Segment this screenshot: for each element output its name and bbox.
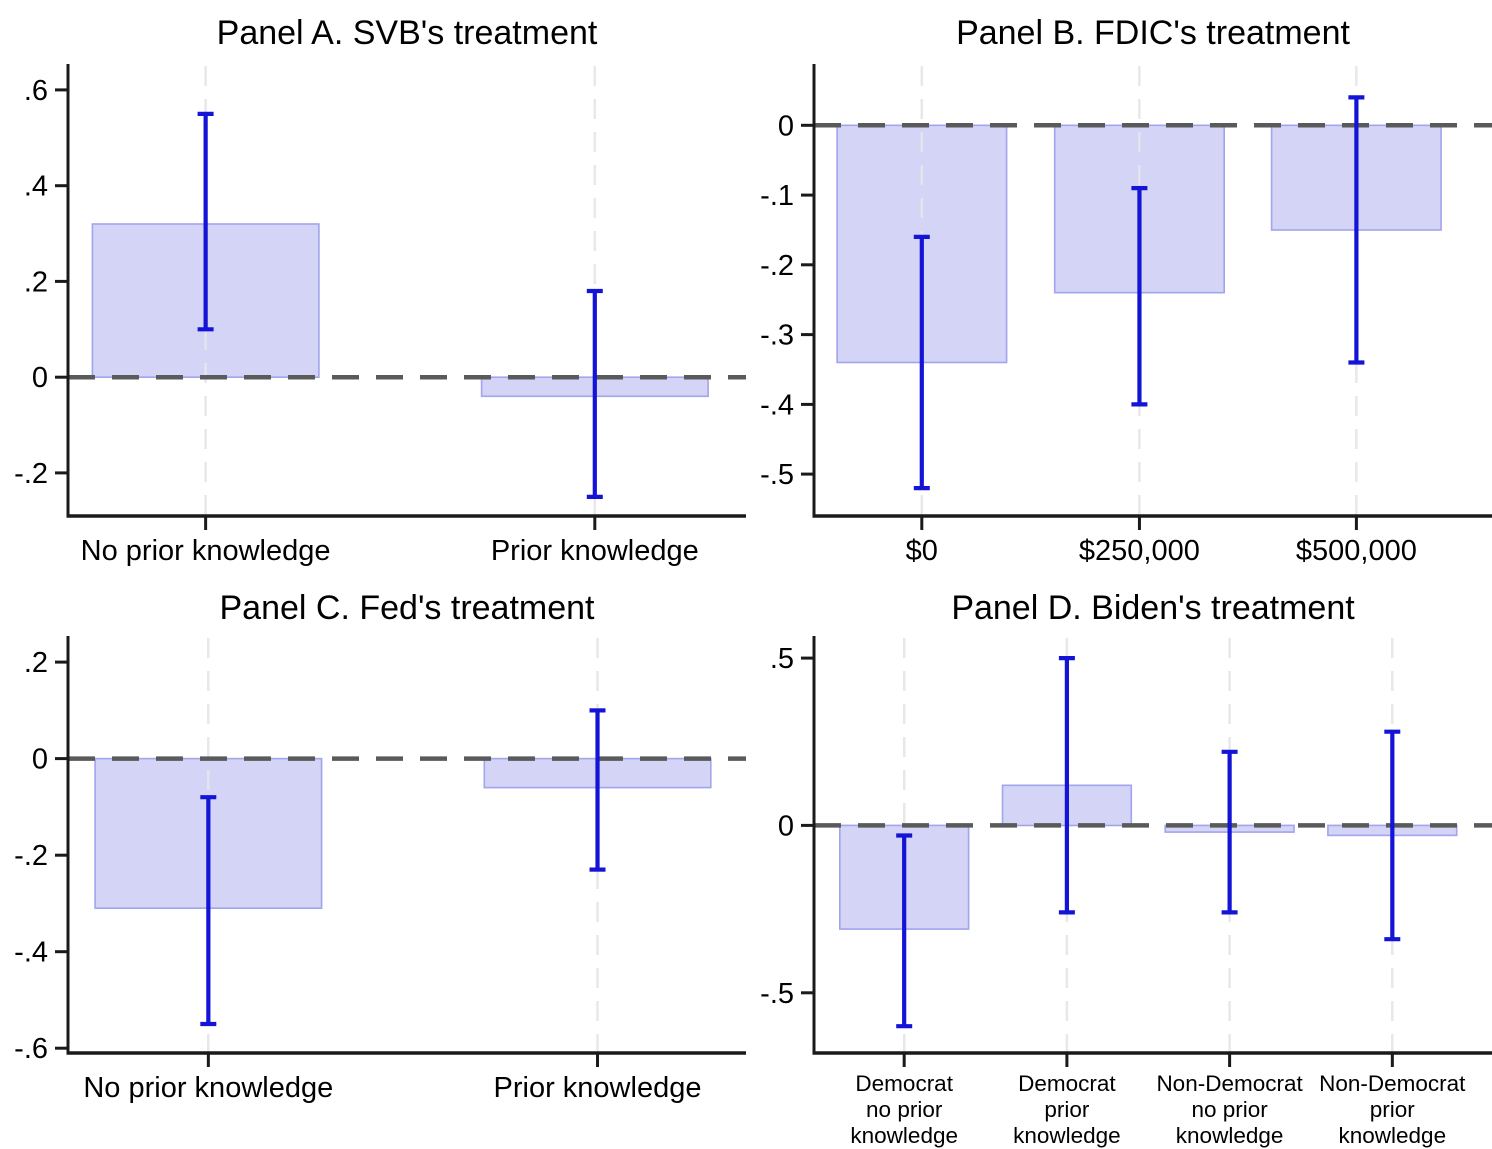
x-category-label-3: Non-Democrat [1156, 1071, 1303, 1096]
x-category-label-2: knowledge [1013, 1123, 1121, 1148]
panel-a: Panel A. SVB's treatment .6 .4 .2 0 -.2 No pr… [0, 0, 746, 575]
y-tick-label-5: -.6 [14, 1033, 48, 1065]
panel-b-plot: 0 -.1 -.2 -.3 -.4 -.5 $0 $250,000 $500,000 [760, 64, 1492, 567]
y-tick-label-4: -.4 [14, 937, 48, 969]
panel-c: Panel C. Fed's treatment .2 0 -.2 -.4 -.6 No … [0, 575, 746, 1149]
y-tick-label-5: -.4 [760, 389, 794, 421]
x-category-label-1: knowledge [850, 1123, 958, 1148]
y-tick-label-1: .2 [24, 647, 48, 679]
panel-c-plot: .2 0 -.2 -.4 -.6 No prior knowledge Prior know… [14, 636, 746, 1104]
panel-c-title: Panel C. Fed's treatment [219, 589, 595, 627]
y-tick-label-3: -.5 [760, 978, 794, 1010]
x-category-label-2: Prior knowledge [494, 1072, 702, 1104]
x-category-label-3: no prior [1191, 1097, 1268, 1122]
y-tick-label-2: 0 [32, 744, 48, 776]
x-category-label-4: prior [1370, 1097, 1416, 1122]
y-tick-label-4: 0 [32, 362, 48, 394]
panel-a-title: Panel A. SVB's treatment [216, 14, 598, 52]
x-category-label-3: knowledge [1176, 1123, 1284, 1148]
y-tick-label-4: -.3 [760, 320, 794, 352]
x-category-label-2: Democrat [1018, 1071, 1116, 1096]
y-tick-label-3: .2 [24, 266, 48, 298]
x-category-label-1: $0 [906, 535, 938, 567]
panel-b: Panel B. FDIC's treatment 0 -.1 -.2 -.3 -.4 -… [746, 0, 1492, 575]
y-tick-label-1: .6 [24, 75, 48, 107]
panel-d-title: Panel D. Biden's treatment [951, 589, 1355, 627]
y-tick-label-5: -.2 [14, 458, 48, 490]
x-category-label-1: No prior knowledge [83, 1072, 333, 1104]
panel-b-title: Panel B. FDIC's treatment [956, 14, 1350, 52]
y-tick-label-2: -.1 [760, 180, 794, 212]
x-category-label-1: Democrat [855, 1071, 953, 1096]
x-category-label-2: Prior knowledge [491, 535, 699, 567]
y-tick-label-1: 0 [778, 110, 794, 142]
y-tick-label-3: -.2 [14, 840, 48, 872]
y-tick-label-2: .4 [24, 171, 48, 203]
x-category-label-3: $500,000 [1296, 535, 1417, 567]
panel-d: Panel D. Biden's treatment .5 0 -.5 Democra… [746, 575, 1492, 1149]
x-category-label-1: No prior knowledge [81, 535, 331, 567]
x-category-label-4: knowledge [1339, 1123, 1447, 1148]
y-tick-label-6: -.5 [760, 459, 794, 491]
y-tick-label-2: 0 [778, 810, 794, 842]
x-category-label-2: $250,000 [1079, 535, 1200, 567]
x-category-label-4: Non-Democrat [1319, 1071, 1466, 1096]
x-category-label-2: prior [1044, 1097, 1090, 1122]
panel-a-plot: .6 .4 .2 0 -.2 No prior knowledge Prior knowle… [14, 64, 746, 567]
x-category-label-1: no prior [866, 1097, 943, 1122]
y-tick-label-3: -.2 [760, 250, 794, 282]
y-tick-label-1: .5 [770, 643, 794, 675]
